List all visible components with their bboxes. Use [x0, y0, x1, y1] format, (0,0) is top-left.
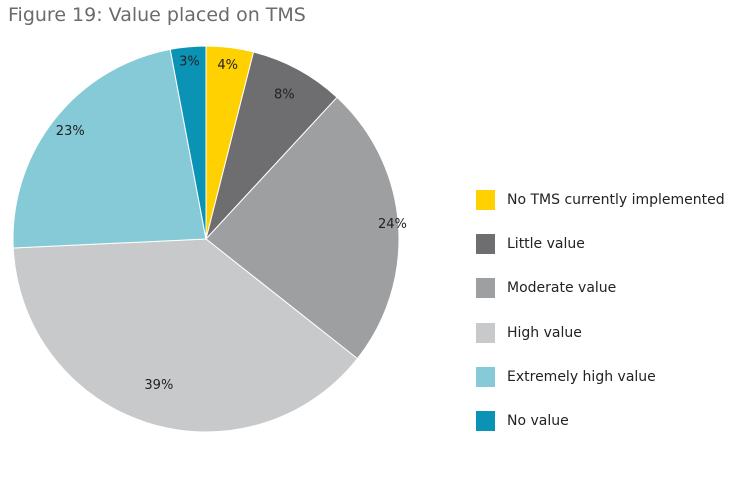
legend-label: High value	[507, 324, 582, 341]
legend-label: No value	[507, 412, 569, 429]
pie-slice	[169, 45, 207, 240]
slice-value-label: 23%	[56, 124, 85, 139]
slice-value-label: 3%	[179, 54, 200, 69]
legend-swatch	[476, 190, 495, 210]
legend-swatch	[476, 322, 495, 343]
legend-swatch	[476, 234, 495, 255]
chart-title: Figure 19: Value placed on TMS	[8, 4, 306, 26]
pie-slice	[205, 51, 338, 240]
legend-item: No value	[476, 410, 725, 432]
pie-slice	[205, 96, 400, 360]
legend-swatch	[476, 278, 495, 299]
slice-value-label: 39%	[144, 378, 173, 393]
slice-value-label: 24%	[378, 217, 407, 232]
legend-label: Little value	[507, 236, 585, 253]
slice-value-label: 8%	[274, 87, 295, 102]
pie-slice	[12, 238, 359, 433]
legend-item: No TMS currently implemented	[476, 189, 725, 211]
legend-item: High value	[476, 322, 725, 344]
legend-item: Extremely high value	[476, 366, 725, 388]
legend-item: Moderate value	[476, 277, 725, 299]
legend: No TMS currently implemented Little valu…	[476, 189, 725, 454]
legend-label: No TMS currently implemented	[507, 192, 725, 208]
legend-label: Extremely high value	[507, 368, 656, 385]
legend-swatch	[476, 410, 495, 431]
legend-item: Little value	[476, 233, 725, 255]
slice-value-label: 4%	[217, 58, 238, 73]
legend-label: Moderate value	[507, 280, 617, 297]
legend-swatch	[476, 366, 495, 387]
pie-slice	[12, 48, 207, 249]
